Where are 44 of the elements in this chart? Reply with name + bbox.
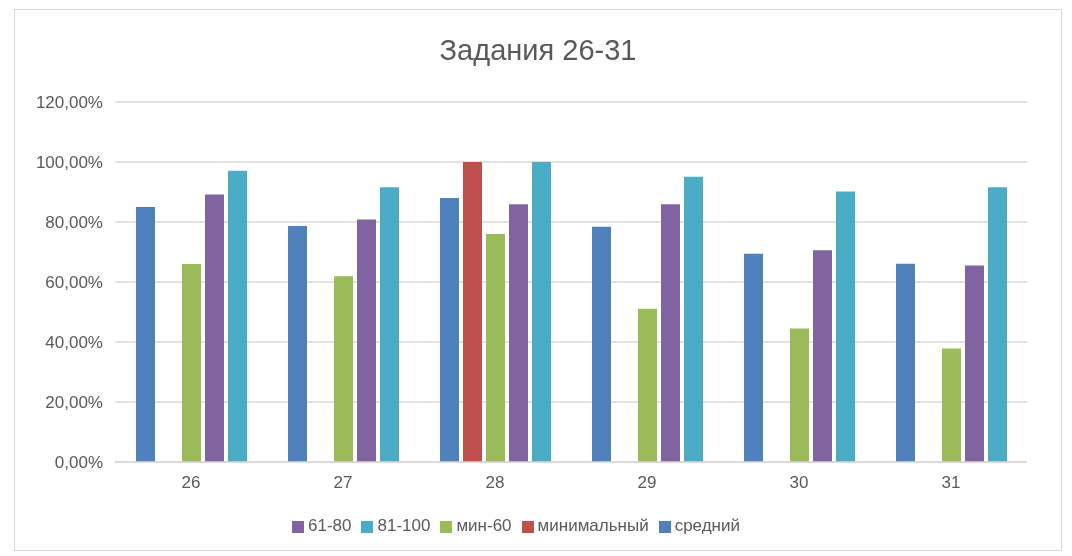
x-tick-label: 29: [637, 473, 657, 493]
bar: [380, 187, 399, 462]
bar: [942, 348, 961, 462]
legend-label: средний: [674, 516, 740, 535]
legend-label: мин-60: [456, 516, 512, 535]
bar: [684, 176, 703, 462]
bar: [790, 328, 809, 462]
bar: [988, 187, 1007, 462]
y-tick-label: 120,00%: [35, 93, 103, 113]
bar: [334, 276, 353, 462]
x-tick-label: 30: [789, 473, 809, 493]
bar: [532, 162, 551, 462]
x-tick-label: 28: [485, 473, 505, 493]
bar: [182, 264, 201, 462]
x-tick-label: 31: [941, 473, 961, 493]
bar: [463, 162, 482, 462]
y-tick-label: 20,00%: [45, 393, 103, 413]
bar: [896, 263, 915, 462]
chart-title: Задания 26-31: [438, 33, 638, 68]
bar: [744, 253, 763, 462]
bar: [638, 308, 657, 462]
bar: [205, 194, 224, 462]
bar: [136, 207, 155, 462]
legend-label: 81-100: [377, 516, 431, 535]
y-tick-label: 100,00%: [35, 153, 103, 173]
y-tick-label: 0,00%: [54, 453, 103, 473]
bar: [486, 234, 505, 462]
bar: [836, 191, 855, 462]
x-tick-label: 26: [181, 473, 201, 493]
y-tick-label: 40,00%: [45, 333, 103, 353]
bar: [228, 170, 247, 462]
x-tick-label: 27: [333, 473, 353, 493]
bar: [813, 250, 832, 462]
bar: [357, 219, 376, 462]
bar: [592, 226, 611, 462]
legend-label: 61-80: [307, 516, 352, 535]
legend-label: минимальный: [537, 516, 649, 535]
bar: [509, 204, 528, 462]
y-tick-label: 60,00%: [45, 273, 103, 293]
bar: [661, 204, 680, 462]
y-tick-label: 80,00%: [45, 213, 103, 233]
bar: [288, 225, 307, 462]
bar: [440, 198, 459, 462]
bar: [965, 265, 984, 462]
